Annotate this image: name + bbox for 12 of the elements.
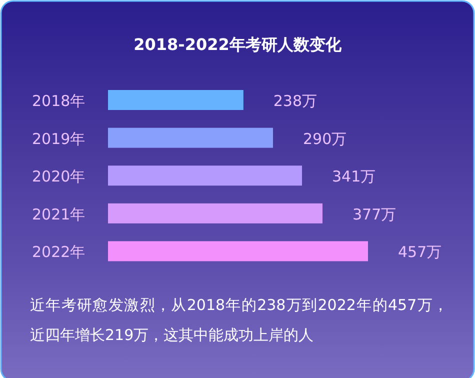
category: 2020年 <box>32 168 86 186</box>
value-label: 238万 <box>273 92 318 110</box>
category: 2021年 <box>32 205 86 224</box>
category: 2022年 <box>32 243 86 262</box>
title: 2018-2022年考研人数变化 <box>134 35 342 54</box>
value-label: 377万 <box>352 205 396 224</box>
value-label: 290万 <box>303 130 347 148</box>
category: 2019年 <box>32 130 86 148</box>
value-label: 457万 <box>398 243 442 262</box>
value-label: 341万 <box>332 168 376 186</box>
category: 2018年 <box>32 92 86 110</box>
text: 近年考研愈发激烈，从2018年的238万到2022年的457万，近四年增长219万，这其中能成功上岸的人 <box>30 295 448 346</box>
